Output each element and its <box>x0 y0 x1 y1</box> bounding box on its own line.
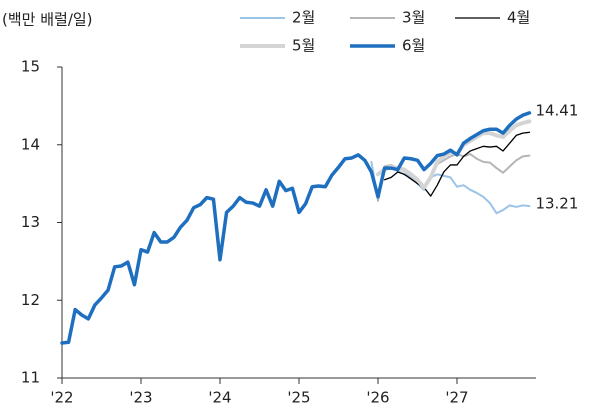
x-tick-label: '24 <box>208 389 231 407</box>
series-line <box>383 131 531 197</box>
x-tick-label: '25 <box>287 389 310 407</box>
x-tick-label: '27 <box>445 389 468 407</box>
x-tick-label: '23 <box>129 389 152 407</box>
legend-label: 5월 <box>292 37 315 55</box>
end-value-label: 14.41 <box>535 101 578 119</box>
x-tick-label: '26 <box>366 389 389 407</box>
y-axis-unit: (백만 배럴/일) <box>2 11 93 29</box>
legend-label: 3월 <box>402 9 425 27</box>
legend-label: 6월 <box>402 37 425 55</box>
y-tick-label: 14 <box>21 135 40 153</box>
series-line <box>60 111 532 345</box>
y-tick-label: 11 <box>21 369 40 387</box>
legend-label: 2월 <box>292 9 315 27</box>
legend-label: 4월 <box>507 9 530 27</box>
x-tick-label: '22 <box>50 389 73 407</box>
y-tick-label: 15 <box>21 58 40 76</box>
end-value-label: 13.21 <box>535 195 578 213</box>
y-tick-label: 13 <box>21 213 40 231</box>
y-tick-label: 12 <box>21 291 40 309</box>
